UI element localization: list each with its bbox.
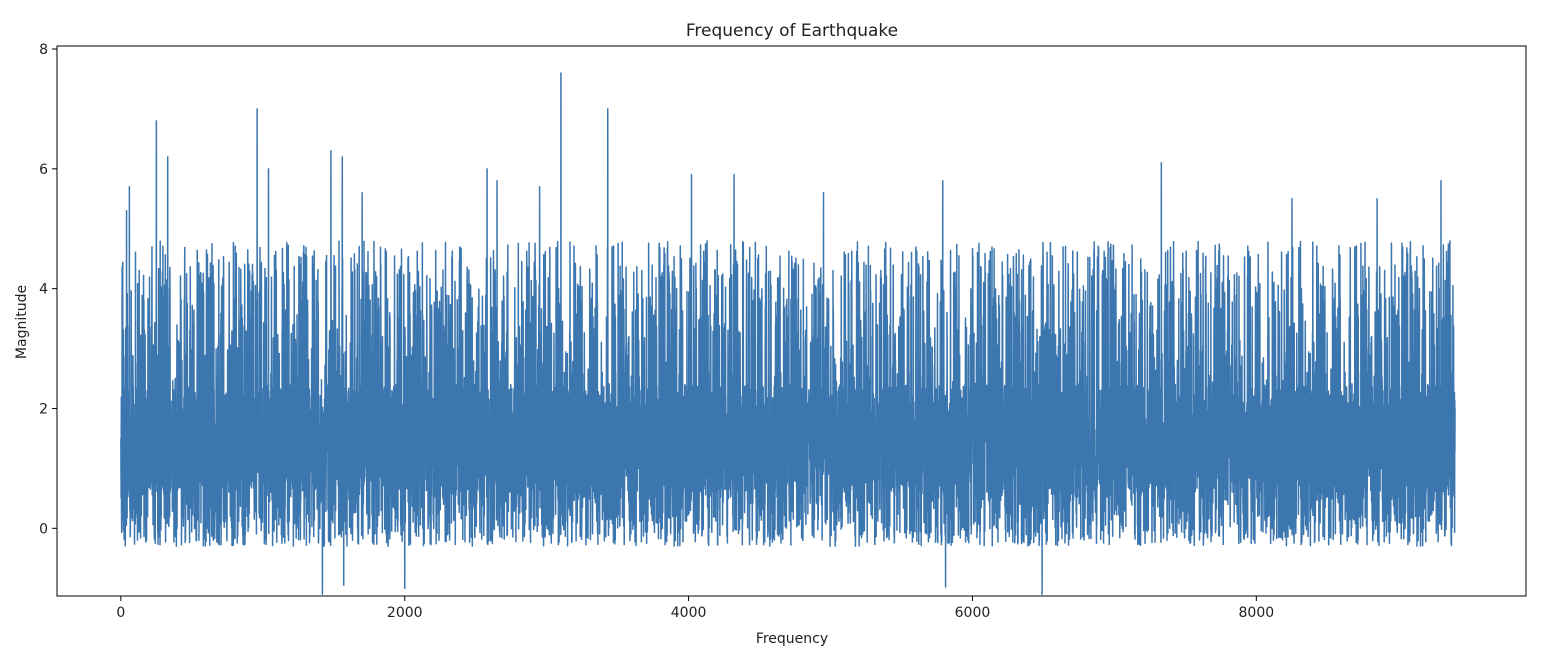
y-tick-label: 0 xyxy=(39,521,48,537)
plot-area xyxy=(56,45,1527,597)
series-group xyxy=(120,72,1456,595)
y-tick-label: 8 xyxy=(39,42,48,58)
y-tick-label: 4 xyxy=(39,282,48,298)
x-tick-label: 6000 xyxy=(955,605,991,621)
x-axis: 0 2000 4000 6000 8000 xyxy=(116,596,1274,621)
plot-frame xyxy=(56,45,1527,597)
y-axis: 0 2 4 6 8 xyxy=(39,42,57,537)
y-tick-label: 2 xyxy=(39,401,48,417)
y-axis-label: Magnitude xyxy=(14,285,30,359)
x-tick-label: 0 xyxy=(116,605,125,621)
x-axis-label: Frequency xyxy=(756,631,828,647)
chart-title: Frequency of Earthquake xyxy=(686,21,898,41)
x-tick-label: 8000 xyxy=(1239,605,1275,621)
x-tick-label: 4000 xyxy=(671,605,707,621)
magnitude-series-line xyxy=(120,72,1456,595)
x-tick-label: 2000 xyxy=(387,605,423,621)
y-tick-label: 6 xyxy=(39,162,48,178)
